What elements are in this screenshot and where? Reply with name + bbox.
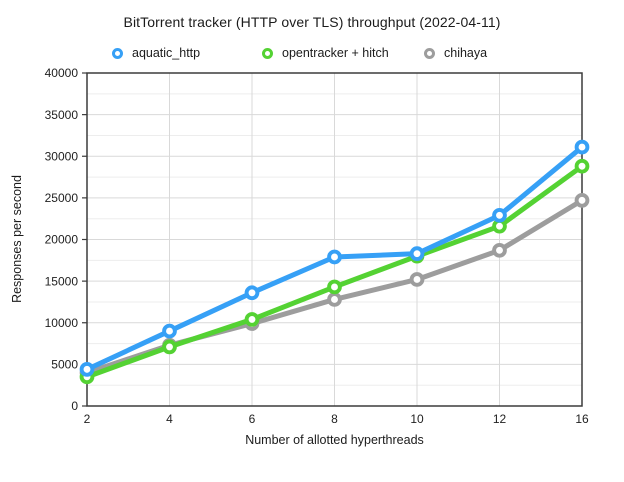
svg-text:25000: 25000 <box>45 191 79 205</box>
svg-text:4: 4 <box>166 412 173 426</box>
svg-text:15000: 15000 <box>45 274 79 288</box>
svg-text:10: 10 <box>410 412 424 426</box>
svg-text:10000: 10000 <box>45 316 79 330</box>
svg-text:20000: 20000 <box>45 233 79 247</box>
series-marker-icon <box>262 47 273 59</box>
legend-item-chihaya: chihaya <box>424 45 487 61</box>
chart-title: BitTorrent tracker (HTTP over TLS) throu… <box>123 14 501 30</box>
legend-label: opentracker + hitch <box>282 46 389 60</box>
legend: aquatic_http opentracker + hitch chihaya <box>0 45 624 61</box>
svg-text:12: 12 <box>493 412 507 426</box>
svg-text:16: 16 <box>575 412 589 426</box>
svg-text:8: 8 <box>331 412 338 426</box>
x-axis-title: Number of allotted hyperthreads <box>245 433 424 447</box>
legend-item-opentracker-hitch: opentracker + hitch <box>262 45 389 61</box>
svg-text:2: 2 <box>84 412 91 426</box>
svg-text:40000: 40000 <box>45 66 79 80</box>
legend-label: aquatic_http <box>132 46 201 60</box>
svg-text:30000: 30000 <box>45 149 79 163</box>
legend-label: chihaya <box>444 46 488 60</box>
series-marker-icon <box>112 47 123 59</box>
series-marker-icon <box>424 47 435 59</box>
y-axis-title: Responses per second <box>10 175 24 303</box>
svg-text:5000: 5000 <box>51 358 78 372</box>
svg-text:35000: 35000 <box>45 108 79 122</box>
svg-text:6: 6 <box>249 412 256 426</box>
svg-text:0: 0 <box>71 399 78 413</box>
legend-item-aquatic-http: aquatic_http <box>112 45 200 61</box>
